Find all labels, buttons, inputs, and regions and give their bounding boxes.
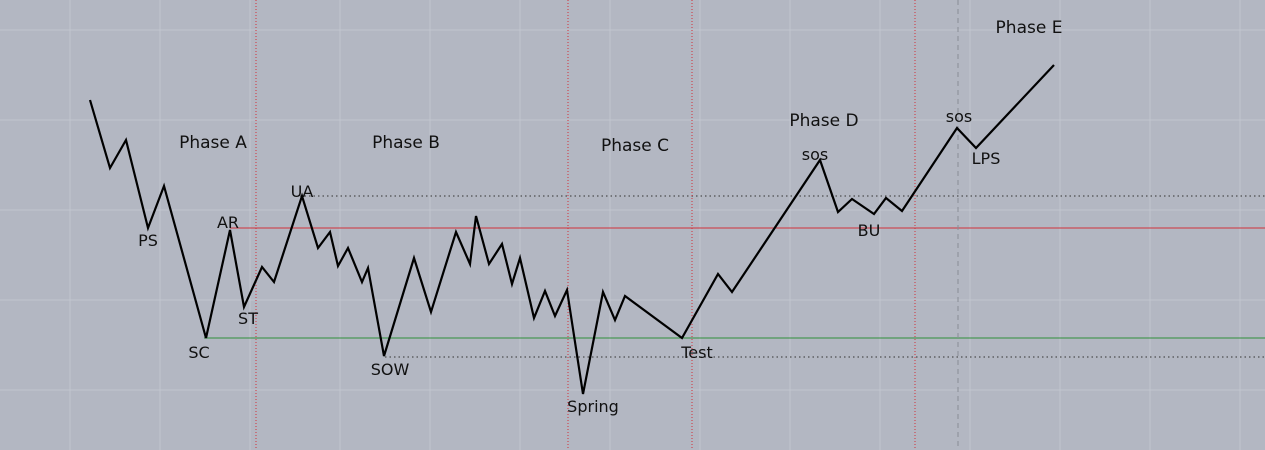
event-label-lps: LPS	[972, 149, 1001, 168]
phase-a-label: Phase A	[179, 133, 247, 153]
phase-c-label: Phase C	[601, 136, 669, 156]
phase-b-label: Phase B	[372, 133, 440, 153]
phase-d-label: Phase D	[789, 111, 858, 131]
event-label-test: Test	[680, 343, 713, 362]
event-label-sc: SC	[188, 343, 209, 362]
event-label-ar: AR	[217, 213, 239, 232]
event-label-sow: SOW	[371, 360, 410, 379]
price-path	[88, 64, 1055, 395]
phase-e-label: Phase E	[996, 18, 1063, 38]
event-label-ps: PS	[138, 231, 158, 250]
event-label-st: ST	[238, 309, 258, 328]
event-label-spring: Spring	[567, 397, 619, 416]
event-label-bu: BU	[858, 221, 881, 240]
event-label-ua: UA	[291, 182, 314, 201]
event-label-sos-e: sos	[946, 107, 972, 126]
event-label-sos-d: sos	[802, 145, 828, 164]
